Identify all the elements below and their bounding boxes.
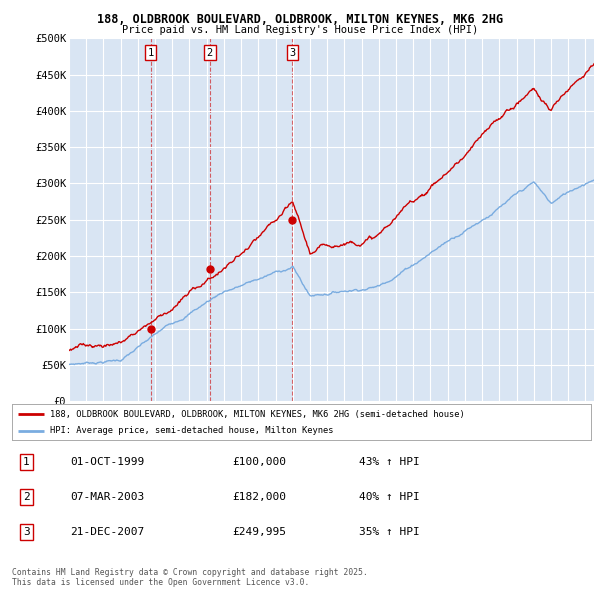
Text: 2: 2 xyxy=(206,48,213,58)
Text: 188, OLDBROOK BOULEVARD, OLDBROOK, MILTON KEYNES, MK6 2HG: 188, OLDBROOK BOULEVARD, OLDBROOK, MILTO… xyxy=(97,13,503,26)
Text: 35% ↑ HPI: 35% ↑ HPI xyxy=(359,527,420,537)
Text: 07-MAR-2003: 07-MAR-2003 xyxy=(70,492,144,502)
Text: 3: 3 xyxy=(289,48,295,58)
Text: 1: 1 xyxy=(23,457,30,467)
Text: 188, OLDBROOK BOULEVARD, OLDBROOK, MILTON KEYNES, MK6 2HG (semi-detached house): 188, OLDBROOK BOULEVARD, OLDBROOK, MILTO… xyxy=(50,409,464,418)
Text: HPI: Average price, semi-detached house, Milton Keynes: HPI: Average price, semi-detached house,… xyxy=(50,426,333,435)
Text: 21-DEC-2007: 21-DEC-2007 xyxy=(70,527,144,537)
Text: 01-OCT-1999: 01-OCT-1999 xyxy=(70,457,144,467)
Text: Contains HM Land Registry data © Crown copyright and database right 2025.
This d: Contains HM Land Registry data © Crown c… xyxy=(12,568,368,587)
Text: £182,000: £182,000 xyxy=(232,492,286,502)
Text: £100,000: £100,000 xyxy=(232,457,286,467)
Text: 2: 2 xyxy=(23,492,30,502)
Text: 43% ↑ HPI: 43% ↑ HPI xyxy=(359,457,420,467)
Text: 1: 1 xyxy=(148,48,154,58)
Text: 3: 3 xyxy=(23,527,30,537)
Text: 40% ↑ HPI: 40% ↑ HPI xyxy=(359,492,420,502)
Text: £249,995: £249,995 xyxy=(232,527,286,537)
Text: Price paid vs. HM Land Registry's House Price Index (HPI): Price paid vs. HM Land Registry's House … xyxy=(122,25,478,35)
